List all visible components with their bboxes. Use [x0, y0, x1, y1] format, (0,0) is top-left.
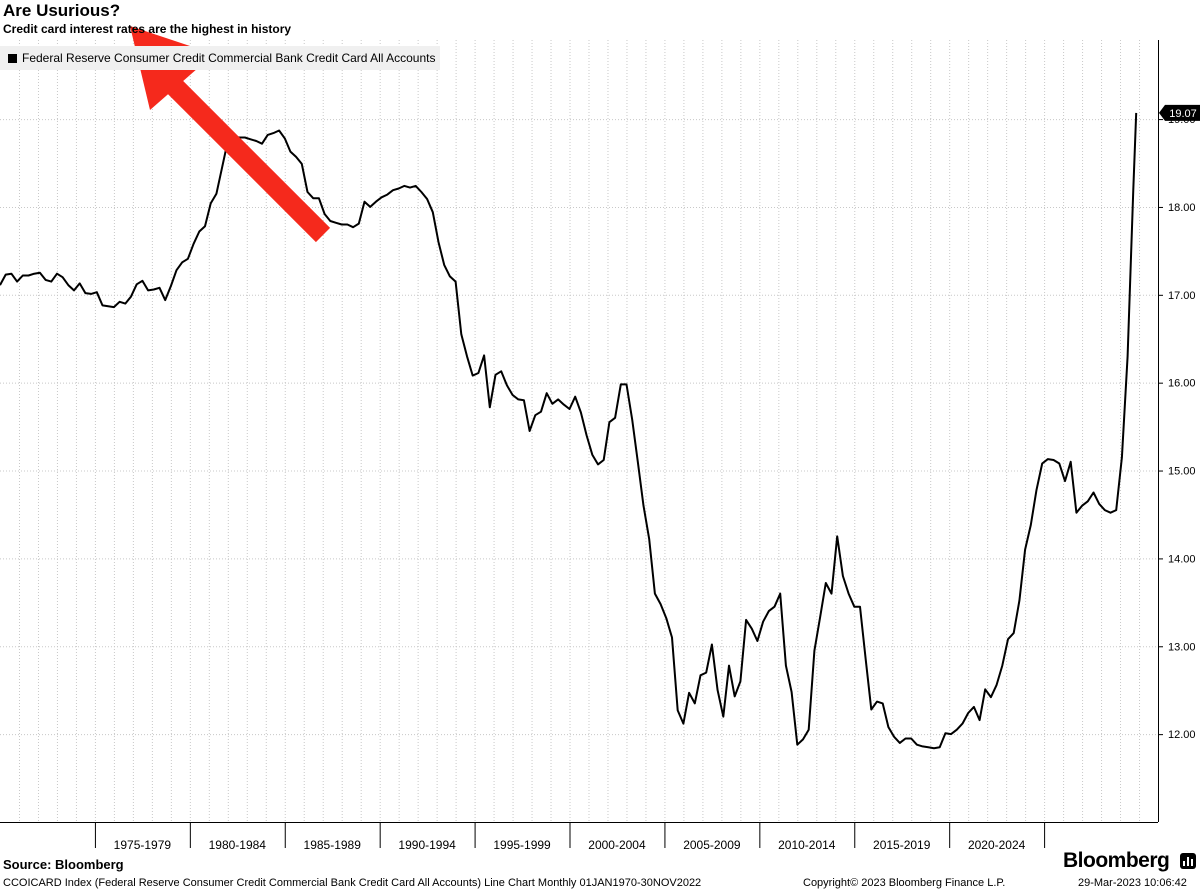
legend-label: Federal Reserve Consumer Credit Commerci… [22, 51, 436, 65]
source-note: Source: Bloomberg [3, 857, 124, 872]
x-axis-tick-label: 2005-2009 [683, 838, 741, 852]
y-axis-tick-label: 13.00 [1168, 641, 1196, 653]
x-axis-ticks: 1975-1979 1980-1984 1985-1989 1990-1994 1995… [94, 822, 1046, 852]
x-axis-tick-label: 1980-1984 [209, 838, 267, 852]
bar-chart-icon [1180, 853, 1196, 869]
x-axis-tick-label: 1990-1994 [398, 838, 456, 852]
series-line [0, 112, 1138, 750]
y-axis-tick-label: 17.00 [1168, 290, 1196, 302]
y-axis-tick-label: 16.00 [1168, 378, 1196, 390]
y-axis-tick-label: 15.00 [1168, 466, 1196, 478]
y-axis-ticks: 12.0013.0014.0015.0016.0017.0018.0019.00… [1158, 104, 1200, 741]
x-axis-tick-label: 1975-1979 [114, 838, 172, 852]
x-axis-tick-label: 1985-1989 [304, 838, 362, 852]
last-value-label: 19.07 [1169, 108, 1197, 120]
grid-lines [0, 40, 1158, 822]
x-axis-tick-label: 1995-1999 [493, 838, 551, 852]
legend: Federal Reserve Consumer Credit Commerci… [0, 46, 440, 70]
chart-subtitle: Credit card interest rates are the highe… [3, 22, 292, 36]
y-axis-tick-label: 18.00 [1168, 202, 1196, 214]
copyright-note: Copyright© 2023 Bloomberg Finance L.P. [803, 877, 1006, 889]
series-lines [0, 112, 1138, 750]
y-axis-tick-label: 12.00 [1168, 729, 1196, 741]
timestamp: 29-Mar-2023 10:06:42 [1078, 877, 1187, 889]
x-axis-tick-label: 2020-2024 [968, 838, 1026, 852]
x-axis-tick-label: 2010-2014 [778, 838, 836, 852]
brand-logo: Bloomberg [1063, 849, 1170, 872]
last-value-badge [1159, 104, 1200, 121]
chart-description: CCOICARD Index (Federal Reserve Consumer… [3, 877, 702, 889]
x-axis-tick-label: 2000-2004 [588, 838, 646, 852]
y-axis-tick-label: 14.00 [1168, 553, 1196, 565]
x-axis-tick-label: 2015-2019 [873, 838, 931, 852]
chart-title: Are Usurious? [3, 1, 121, 20]
annotation-arrow-shaft [164, 76, 331, 243]
axes [0, 40, 1159, 823]
legend-swatch [8, 54, 17, 63]
